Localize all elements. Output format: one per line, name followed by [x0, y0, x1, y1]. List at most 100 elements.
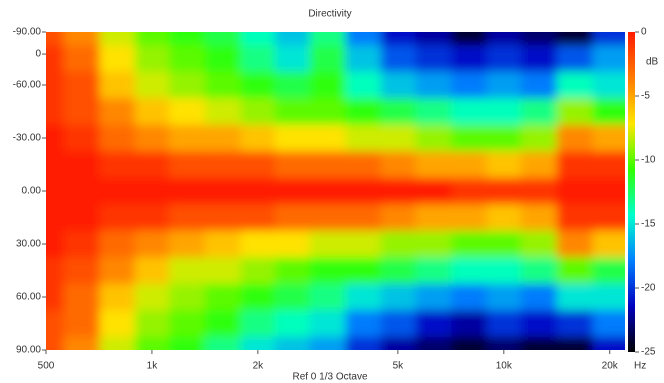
- x-unit: Hz: [634, 361, 646, 372]
- heatmap-cell: [240, 71, 276, 99]
- heatmap-cell: [451, 45, 488, 73]
- heatmap-cell: [204, 230, 242, 258]
- heatmap-cell: [134, 283, 170, 311]
- heatmap-cell: [486, 32, 522, 46]
- heatmap-cell: [134, 98, 170, 126]
- heatmap-cell: [486, 177, 522, 205]
- heatmap-cell: [451, 98, 488, 126]
- heatmap-cell: [451, 257, 488, 285]
- heatmap-cell: [168, 336, 206, 350]
- heatmap-cell: [46, 204, 65, 232]
- heatmap-cell: [486, 230, 522, 258]
- x-tick-label: 10k: [496, 361, 513, 372]
- heatmap-cell: [415, 98, 452, 126]
- heatmap-cell: [240, 204, 276, 232]
- heatmap-cell: [592, 230, 625, 258]
- heatmap-cell: [556, 124, 594, 152]
- heatmap-cell: [592, 283, 625, 311]
- heatmap-cell: [592, 98, 625, 126]
- heatmap-cell: [520, 283, 558, 311]
- heatmap-cell: [274, 32, 311, 46]
- heatmap-cell: [168, 177, 206, 205]
- heatmap-cell: [592, 71, 625, 99]
- heatmap-cell: [63, 151, 101, 179]
- y-tick-label: 90.00: [16, 345, 41, 356]
- heatmap-cell: [520, 336, 558, 350]
- heatmap-cell: [415, 177, 452, 205]
- heatmap-cell: [274, 71, 311, 99]
- heatmap-cell: [415, 71, 452, 99]
- heatmap-cell: [63, 45, 101, 73]
- heatmap-cell: [451, 71, 488, 99]
- heatmap: [46, 32, 625, 350]
- heatmap-cell: [520, 177, 558, 205]
- heatmap-cell: [520, 32, 558, 46]
- heatmap-cell: [240, 310, 276, 338]
- heatmap-cell: [309, 204, 347, 232]
- y-tick-label: -30.00: [13, 133, 42, 144]
- heatmap-cell: [345, 32, 382, 46]
- heatmap-cell: [556, 204, 594, 232]
- heatmap-cell: [134, 32, 170, 46]
- heatmap-cell: [63, 71, 101, 99]
- heatmap-cell: [520, 98, 558, 126]
- heatmap-cell: [63, 98, 101, 126]
- heatmap-cell: [134, 257, 170, 285]
- heatmap-cell: [63, 283, 101, 311]
- heatmap-cell: [415, 230, 452, 258]
- heatmap-cell: [520, 257, 558, 285]
- heatmap-cell: [134, 124, 170, 152]
- heatmap-cell: [380, 177, 417, 205]
- heatmap-cell: [46, 230, 65, 258]
- heatmap-cell: [520, 230, 558, 258]
- heatmap-cell: [99, 230, 136, 258]
- heatmap-cell: [99, 336, 136, 350]
- heatmap-cell: [168, 204, 206, 232]
- heatmap-cell: [240, 98, 276, 126]
- heatmap-cell: [46, 151, 65, 179]
- heatmap-cell: [204, 124, 242, 152]
- heatmap-cell: [240, 124, 276, 152]
- heatmap-cell: [309, 151, 347, 179]
- x-tick-label: 20k: [602, 361, 619, 372]
- heatmap-cell: [345, 177, 382, 205]
- x-tick-label: 1k: [147, 361, 159, 372]
- heatmap-cell: [345, 98, 382, 126]
- heatmap-cell: [309, 124, 347, 152]
- heatmap-cell: [345, 257, 382, 285]
- heatmap-cell: [46, 283, 65, 311]
- heatmap-cell: [309, 177, 347, 205]
- heatmap-cell: [415, 151, 452, 179]
- heatmap-cell: [63, 32, 101, 46]
- heatmap-cell: [556, 336, 594, 350]
- heatmap-cell: [63, 124, 101, 152]
- heatmap-cell: [240, 177, 276, 205]
- heatmap-cell: [556, 151, 594, 179]
- heatmap-cell: [99, 257, 136, 285]
- colorbar-tick-label: -10: [641, 155, 656, 166]
- heatmap-cell: [380, 32, 417, 46]
- y-tick-label: 0: [35, 49, 41, 60]
- heatmap-cell: [168, 283, 206, 311]
- heatmap-cell: [99, 283, 136, 311]
- heatmap-cell: [274, 257, 311, 285]
- heatmap-cell: [63, 204, 101, 232]
- heatmap-cell: [592, 124, 625, 152]
- colorbar-tick-label: -5: [641, 91, 650, 102]
- heatmap-cell: [134, 177, 170, 205]
- heatmap-cell: [486, 283, 522, 311]
- heatmap-cell: [63, 257, 101, 285]
- heatmap-cell: [380, 230, 417, 258]
- heatmap-cell: [46, 124, 65, 152]
- heatmap-cell: [46, 32, 65, 46]
- heatmap-cell: [556, 71, 594, 99]
- heatmap-cell: [168, 310, 206, 338]
- heatmap-cell: [556, 310, 594, 338]
- heatmap-cell: [274, 204, 311, 232]
- heatmap-cell: [134, 71, 170, 99]
- heatmap-cell: [415, 336, 452, 350]
- heatmap-cell: [204, 283, 242, 311]
- heatmap-cell: [99, 310, 136, 338]
- heatmap-cell: [380, 257, 417, 285]
- heatmap-cell: [486, 45, 522, 73]
